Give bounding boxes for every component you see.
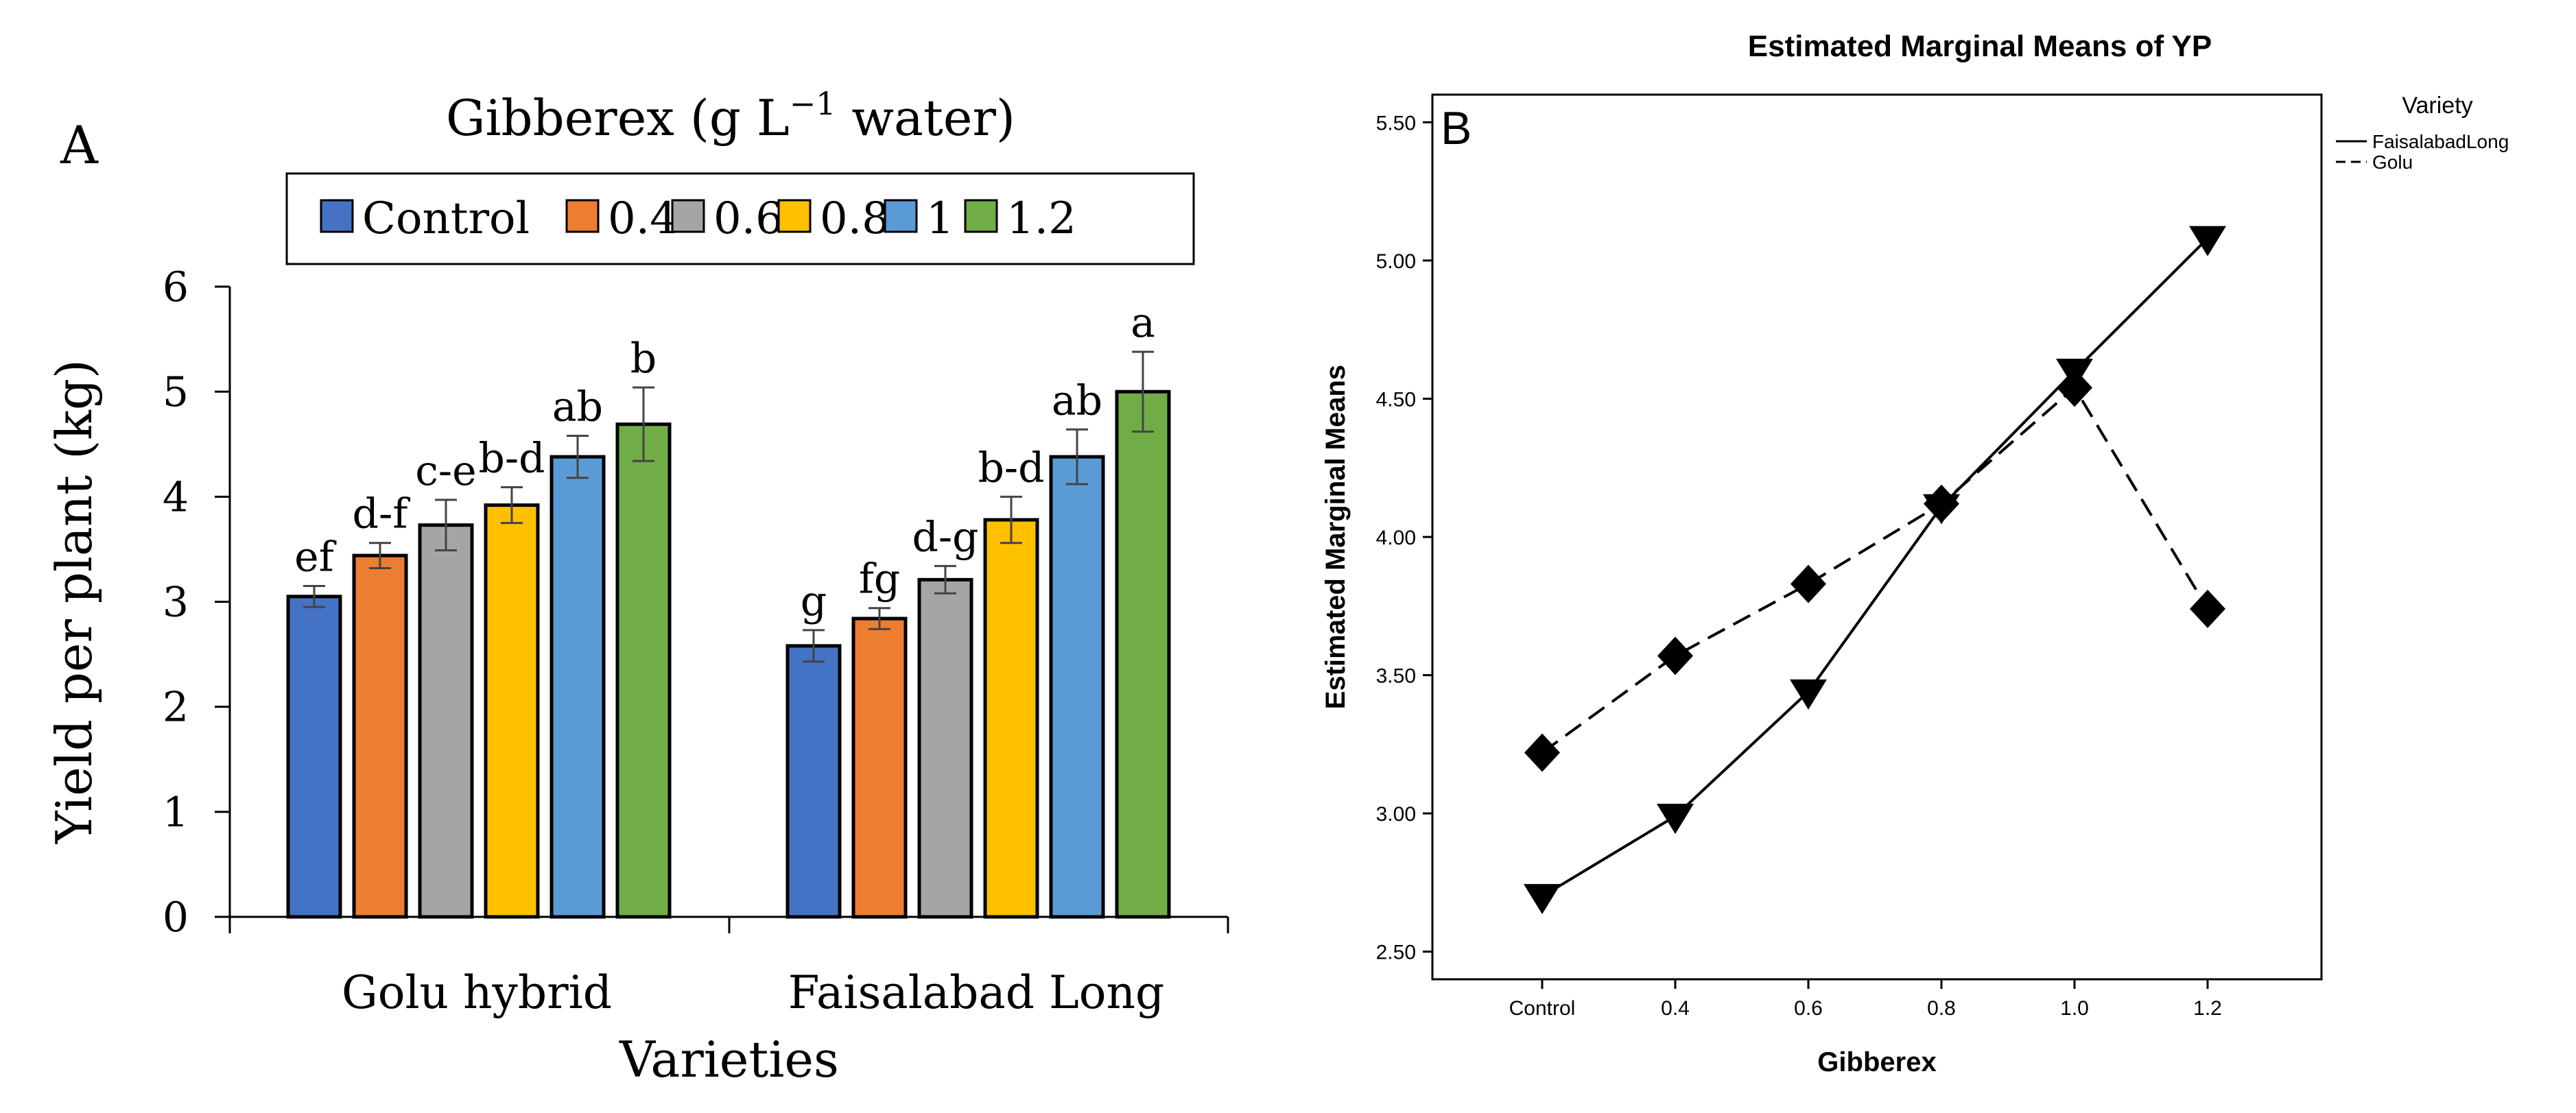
y-tick-label: 0 <box>163 894 189 942</box>
bar <box>286 595 342 919</box>
significance-letter: d-f <box>353 490 411 538</box>
bar <box>983 518 1039 919</box>
panel-b-line-chart: Estimated Marginal Means of YP B 2.50 3.0… <box>1321 29 2509 1077</box>
y-tick-label: 2 <box>163 684 189 732</box>
bar <box>484 503 540 919</box>
panel-b-title: Estimated Marginal Means of YP <box>1748 29 2212 63</box>
panel-b-legend-title: Variety <box>2402 93 2472 119</box>
triangle-marker <box>1790 679 1827 710</box>
panel-a-x-axis-label: Varieties <box>619 1031 839 1088</box>
panel-a-x-ticks <box>228 917 1229 933</box>
panel-a-category-labels: Golu hybrid Faisalabad Long <box>342 966 1164 1019</box>
bar <box>352 553 408 919</box>
panel-a-legend-box <box>285 172 1195 265</box>
panel-a-title-superscript: −1 <box>790 85 836 122</box>
panel-b-series-lines <box>1541 237 2209 898</box>
panel-a-legend: Control 0.4 0.6 0.8 1 1.2 <box>320 193 1076 244</box>
y-tick-label: 4 <box>163 473 189 521</box>
y-tick-label: 1 <box>163 789 189 837</box>
panel-a-letter: A <box>60 115 99 176</box>
panel-b-x-ticks: Control 0.4 0.6 0.8 1.0 1.2 <box>1509 979 2222 1020</box>
y-tick-label: 5.50 <box>1376 112 1416 134</box>
diamond-marker <box>1657 636 1693 675</box>
legend-swatch <box>320 199 354 233</box>
legend-label: Control <box>362 193 530 244</box>
panel-a-error-bars <box>303 350 1154 663</box>
x-tick-label: Control <box>1509 997 1576 1020</box>
panel-a-bars <box>286 390 1171 919</box>
legend-swatch <box>777 199 812 233</box>
legend-label: 1 <box>926 193 954 244</box>
x-tick-label: 1.2 <box>2193 997 2222 1020</box>
legend-label: FaisalabadLong <box>2372 131 2509 152</box>
bar <box>550 455 606 919</box>
category-label: Golu hybrid <box>342 966 612 1019</box>
significance-letter: ef <box>294 534 337 582</box>
significance-letter: fg <box>859 555 901 603</box>
significance-letter: ab <box>552 383 603 431</box>
panel-b-y-axis-label: Estimated Marginal Means <box>1321 365 1351 709</box>
legend-label: 0.4 <box>608 193 678 244</box>
triangle-marker <box>1657 804 1694 835</box>
x-tick-label: 0.8 <box>1927 997 1956 1020</box>
legend-swatch <box>964 199 998 233</box>
significance-letter: g <box>801 577 827 625</box>
significance-letter: d-g <box>912 513 978 561</box>
y-tick-label: 3.50 <box>1376 665 1416 688</box>
panel-a-y-ticks: 0 1 2 3 4 5 6 <box>163 263 230 942</box>
legend-swatch <box>565 199 600 233</box>
diamond-marker <box>1924 484 1959 523</box>
panel-a-bar-chart: A Gibberex (g L−1 water) Control 0.4 0.6 0.… <box>45 85 1229 1088</box>
y-tick-label: 2.50 <box>1376 942 1416 964</box>
bar <box>1115 390 1171 919</box>
legend-swatch <box>884 199 918 233</box>
legend-label: 0.8 <box>820 193 890 244</box>
y-tick-label: 3 <box>163 579 189 627</box>
triangle-marker <box>1524 884 1561 915</box>
significance-letter: ab <box>1052 376 1102 424</box>
significance-letter: b-d <box>478 435 545 483</box>
y-tick-label: 3.00 <box>1376 803 1416 826</box>
y-tick-label: 5 <box>163 368 189 416</box>
diamond-marker <box>2057 368 2092 407</box>
diamond-marker <box>1791 564 1826 603</box>
x-tick-label: 0.4 <box>1661 997 1690 1020</box>
bar <box>615 422 672 919</box>
y-tick-label: 4.50 <box>1376 388 1416 411</box>
bar <box>785 644 842 919</box>
panel-b-plot-frame <box>1431 93 2323 981</box>
panel-b-letter: B <box>1441 102 1472 154</box>
panel-b-x-axis-label: Gibberex <box>1817 1047 1936 1077</box>
triangle-marker <box>2189 226 2226 256</box>
bar <box>851 617 908 919</box>
panel-b-series-markers <box>1524 226 2226 915</box>
y-tick-label: 5.00 <box>1376 250 1416 273</box>
diamond-marker <box>2190 589 2225 628</box>
x-tick-label: 0.6 <box>1794 997 1823 1020</box>
panel-a-title: Gibberex (g L−1 water) <box>446 85 1015 147</box>
y-tick-label: 6 <box>163 263 189 311</box>
x-tick-label: 1.0 <box>2060 997 2089 1020</box>
significance-letter: b-d <box>978 444 1044 492</box>
legend-swatch <box>671 199 705 233</box>
bar <box>917 577 973 919</box>
panel-b-y-ticks: 2.50 3.00 3.50 4.00 4.50 5.00 5.50 <box>1376 112 1432 964</box>
series-line-golu <box>1541 385 2209 754</box>
panel-a-y-axis-label: Yield per plant (kg) <box>45 359 103 844</box>
category-label: Faisalabad Long <box>788 966 1165 1019</box>
significance-letter: b <box>630 335 657 383</box>
legend-label: 0.6 <box>713 193 783 244</box>
bar <box>418 523 474 919</box>
diamond-marker <box>1524 733 1560 772</box>
significance-letter: c-e <box>415 447 476 495</box>
legend-label: Golu <box>2372 152 2413 173</box>
legend-label: 1.2 <box>1006 193 1076 244</box>
significance-letter: a <box>1131 299 1155 347</box>
y-tick-label: 4.00 <box>1376 527 1416 549</box>
bar <box>1049 455 1105 919</box>
series-line-faisalabadlong <box>1541 237 2209 898</box>
